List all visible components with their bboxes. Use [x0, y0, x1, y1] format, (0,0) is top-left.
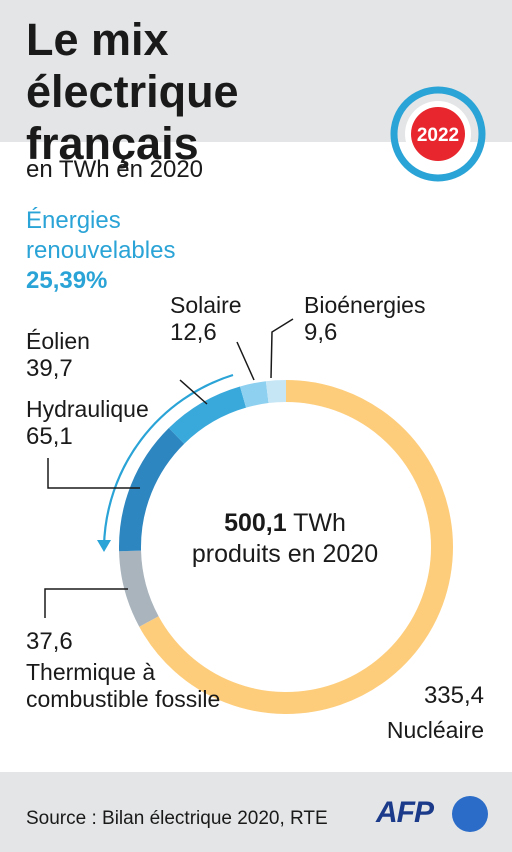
- label-solaire-name: Solaire: [170, 292, 242, 318]
- slice-nucleaire: [139, 380, 453, 714]
- label-hydraulique-name: Hydraulique: [26, 396, 149, 422]
- slice-solaire: [240, 381, 269, 408]
- label-hydraulique: Hydraulique 65,1: [26, 396, 149, 450]
- afp-logo-dot: [452, 796, 488, 832]
- label-nucleaire: 335,4 Nucléaire: [360, 682, 484, 744]
- source-note: Source : Bilan électrique 2020, RTE: [26, 808, 328, 829]
- afp-logo-text: AFP: [376, 796, 434, 829]
- renewables-label: Énergies renouvelables: [26, 207, 176, 264]
- label-thermique-value: 37,6: [26, 628, 73, 655]
- label-nucleaire-name: Nucléaire: [386, 717, 484, 743]
- label-bioenergies-value: 9,6: [304, 319, 338, 346]
- slice-hydraulique: [119, 428, 185, 552]
- leader-bioenergies: [270, 318, 294, 379]
- label-hydraulique-value: 65,1: [26, 423, 73, 450]
- renewables-arc-line: [102, 373, 234, 547]
- renewables-arrow: [97, 373, 234, 552]
- chart-title: Le mix électrique français: [26, 14, 239, 169]
- footer-band: [0, 772, 512, 852]
- leader-solaire: [236, 341, 255, 381]
- donut-center-text: 500,1 TWh produits en 2020: [150, 508, 420, 570]
- label-solaire-value: 12,6: [170, 319, 217, 346]
- label-eolien-value: 39,7: [26, 355, 73, 382]
- donut-slices: [119, 380, 453, 714]
- label-nucleaire-value: 335,4: [423, 682, 484, 709]
- chart-subtitle: en TWh en 2020: [26, 156, 204, 183]
- renewables-share: 25,39%: [26, 267, 108, 294]
- leader-hydraulique: [47, 458, 140, 489]
- label-eolien-name: Éolien: [26, 328, 90, 354]
- label-thermique: 37,6 Thermique à combustible fossile: [26, 628, 246, 713]
- renewables-block: Énergies renouvelables 25,39%: [26, 206, 266, 296]
- center-total: 500,1: [224, 509, 287, 537]
- label-bioenergies: Bioénergies 9,6: [304, 292, 425, 346]
- center-unit: TWh: [293, 509, 346, 537]
- slice-bioenergies: [265, 380, 287, 404]
- leader-eolien: [179, 379, 208, 405]
- label-thermique-name: Thermique à combustible fossile: [26, 659, 221, 712]
- slice-thermique: [119, 550, 159, 627]
- slice-eolien: [168, 386, 247, 444]
- leader-thermique: [44, 588, 128, 618]
- center-caption: produits en 2020: [191, 540, 379, 568]
- label-eolien: Éolien 39,7: [26, 328, 90, 382]
- leader-lines: [44, 318, 294, 618]
- label-bioenergies-name: Bioénergies: [304, 292, 426, 318]
- renewables-arrow-head: [97, 540, 111, 552]
- label-solaire: Solaire 12,6: [170, 292, 242, 346]
